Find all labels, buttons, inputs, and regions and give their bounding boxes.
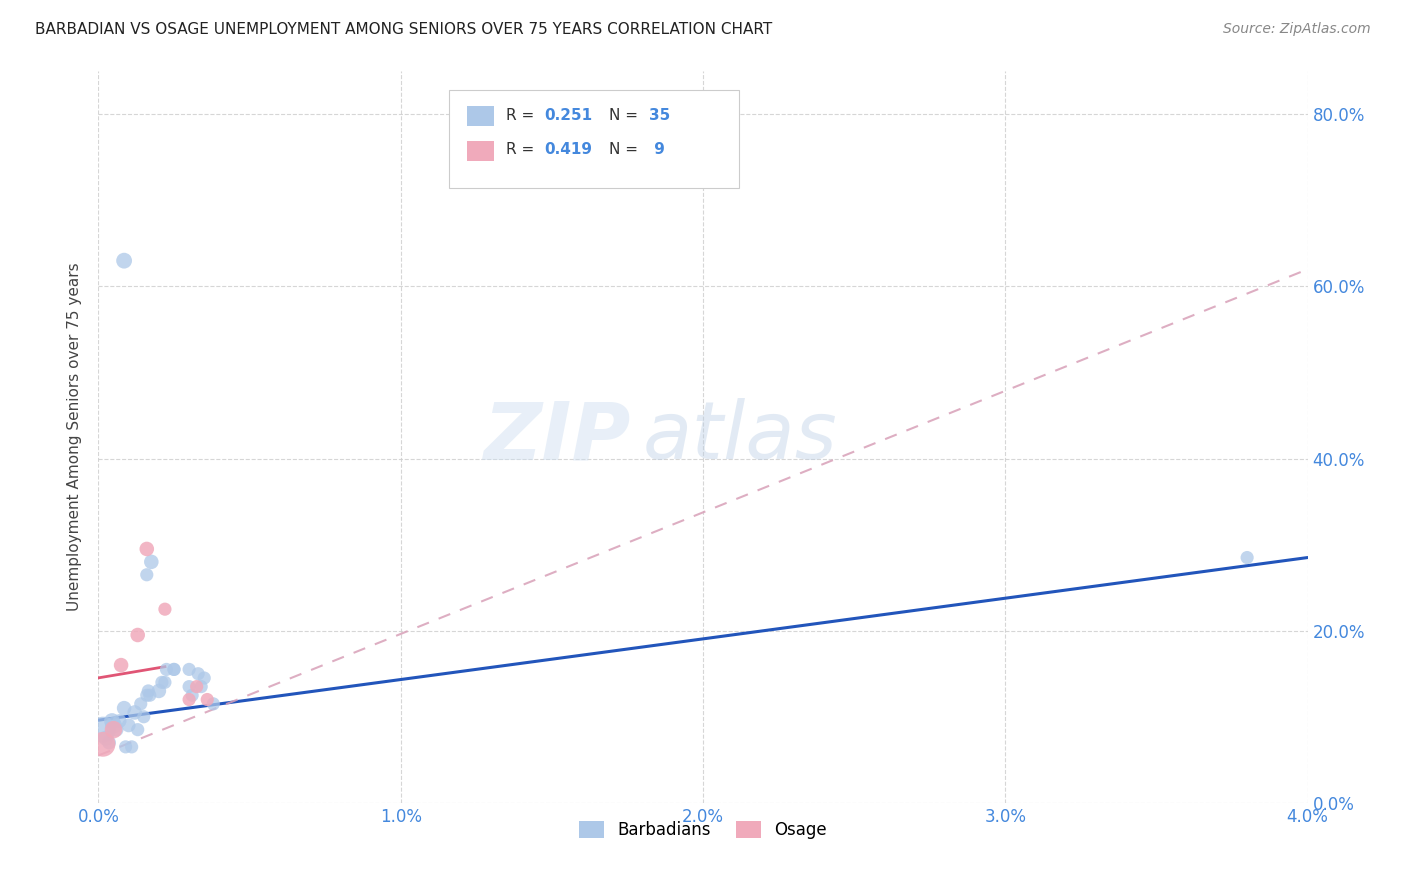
Point	[1236, 550, 1258, 565]
Text: 0.419: 0.419	[544, 142, 592, 157]
Point	[150, 675, 173, 690]
Point	[190, 680, 212, 694]
Point	[139, 688, 162, 702]
Point	[101, 714, 124, 728]
Point	[153, 602, 176, 616]
Point	[98, 735, 121, 749]
Point	[103, 718, 125, 732]
Point	[141, 555, 163, 569]
Text: N =: N =	[609, 108, 643, 123]
Point	[132, 710, 155, 724]
Point	[153, 675, 176, 690]
Point	[105, 723, 128, 737]
Point	[124, 706, 146, 720]
Y-axis label: Unemployment Among Seniors over 75 years: Unemployment Among Seniors over 75 years	[67, 263, 83, 611]
Bar	[467, 141, 494, 161]
Point	[163, 662, 186, 676]
Point	[121, 739, 143, 754]
Point	[187, 666, 209, 681]
Point	[186, 680, 208, 694]
FancyBboxPatch shape	[449, 90, 740, 188]
Point	[163, 662, 186, 676]
Point	[110, 658, 132, 673]
Text: R =: R =	[506, 108, 538, 123]
Point	[135, 541, 157, 556]
Point	[135, 567, 157, 582]
Text: ZIP: ZIP	[484, 398, 630, 476]
Point	[127, 723, 149, 737]
Text: BARBADIAN VS OSAGE UNEMPLOYMENT AMONG SENIORS OVER 75 YEARS CORRELATION CHART: BARBADIAN VS OSAGE UNEMPLOYMENT AMONG SE…	[35, 22, 772, 37]
Point	[193, 671, 215, 685]
Text: R =: R =	[506, 142, 538, 157]
Point	[91, 737, 114, 751]
Text: 0.251: 0.251	[544, 108, 593, 123]
Point	[108, 714, 131, 728]
Point	[91, 723, 114, 737]
Point	[181, 688, 204, 702]
Point	[127, 628, 149, 642]
Point	[112, 701, 135, 715]
Point	[179, 680, 201, 694]
Text: 35: 35	[648, 108, 669, 123]
Point	[179, 662, 201, 676]
Text: N =: N =	[609, 142, 643, 157]
Text: Source: ZipAtlas.com: Source: ZipAtlas.com	[1223, 22, 1371, 37]
Point	[114, 739, 136, 754]
Point	[195, 692, 218, 706]
Point	[103, 723, 125, 737]
Point	[155, 662, 177, 676]
Point	[118, 718, 141, 732]
Bar	[467, 106, 494, 127]
Point	[179, 692, 201, 706]
Text: 9: 9	[648, 142, 665, 157]
Point	[94, 731, 117, 746]
Point	[129, 697, 152, 711]
Point	[202, 697, 225, 711]
Point	[136, 684, 159, 698]
Point	[112, 253, 135, 268]
Text: atlas: atlas	[643, 398, 838, 476]
Point	[148, 684, 170, 698]
Point	[135, 688, 157, 702]
Legend: Barbadians, Osage: Barbadians, Osage	[572, 814, 834, 846]
